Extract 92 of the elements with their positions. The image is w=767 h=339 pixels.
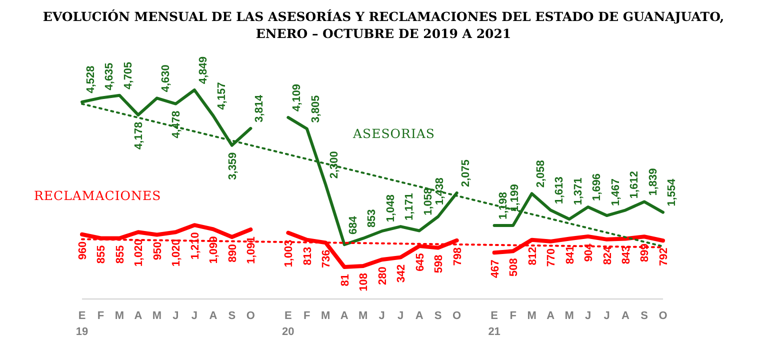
x-tick-label: J (398, 310, 404, 322)
data-label: 108 (358, 273, 370, 292)
data-label: 3,359 (226, 152, 239, 180)
data-label: 1,091 (246, 236, 258, 264)
data-label: 904 (583, 242, 596, 262)
x-tick-label: S (228, 310, 236, 322)
x-tick-label: A (415, 310, 424, 322)
x-tick-label: J (172, 310, 179, 322)
data-label: 508 (508, 258, 520, 277)
data-label: 813 (302, 246, 314, 266)
data-label: 4,635 (104, 62, 116, 90)
data-label: 1,099 (208, 236, 220, 264)
data-label: 812 (526, 246, 539, 266)
x-tick-label: E (490, 310, 498, 322)
chart-title: EVOLUCIÓN MENSUAL DE LAS ASESORÍAS Y RECLAMACIONES DEL ESTADO DE GUANAJUATO, ENERO – OCTUBRE DE 2019 A 2021 (42, 8, 726, 42)
text: ASESORIAS (353, 126, 435, 141)
data-label: 2,075 (460, 159, 472, 187)
data-label: 280 (376, 266, 389, 285)
x-tick-label: S (434, 310, 442, 322)
text: 21 (488, 326, 500, 338)
data-label: 1,058 (422, 188, 434, 216)
x-tick-label: A (209, 310, 218, 322)
data-label: 841 (564, 246, 576, 264)
x-tick-label: J (584, 310, 592, 322)
x-tick-label: E (284, 310, 292, 322)
data-label: 792 (658, 248, 670, 266)
x-tick-label: J (604, 310, 610, 322)
x-tick-label: A (134, 310, 142, 322)
x-tick-label: M (564, 310, 574, 322)
data-label: 1,554 (666, 178, 678, 206)
data-label: 855 (114, 245, 126, 264)
x-tick-label: M (152, 310, 162, 322)
data-label: 853 (366, 209, 378, 228)
data-label: 1,839 (647, 168, 660, 196)
x-tick-label: M (527, 310, 536, 322)
data-label: 736 (320, 250, 333, 268)
x-tick-label: M (114, 310, 124, 322)
data-label: 1,199 (509, 184, 522, 212)
data-label: 1,467 (610, 178, 622, 206)
x-tick-label: S (640, 310, 648, 322)
data-label: 4,528 (85, 66, 97, 94)
x-tick-label: A (622, 310, 630, 322)
x-tick-label: F (97, 310, 104, 322)
x-tick-label: J (191, 310, 198, 322)
text: 19 (76, 326, 88, 338)
data-label: 2,058 (534, 160, 547, 188)
data-label: 4,109 (291, 84, 304, 112)
data-label: 2,300 (328, 151, 341, 179)
data-label: 4,157 (216, 82, 228, 110)
data-label: 798 (452, 247, 464, 266)
data-label: 1,613 (554, 176, 566, 204)
x-tick-label: F (510, 310, 517, 322)
data-label: 4,705 (122, 62, 134, 90)
data-label: 1,696 (591, 174, 604, 202)
data-label: 855 (96, 245, 108, 264)
data-label: 3,814 (254, 94, 266, 122)
x-tick-label: O (246, 310, 256, 322)
data-label: 890 (226, 244, 239, 262)
data-label: 770 (546, 248, 558, 267)
text: RECLAMACIONES (34, 188, 162, 203)
data-label: 1,438 (434, 178, 446, 206)
data-label: 1,048 (384, 194, 397, 222)
data-label: 4,630 (160, 64, 172, 92)
data-label: 1,371 (572, 178, 584, 206)
text: 20 (282, 326, 294, 338)
x-tick-label: A (546, 310, 555, 322)
data-label: 645 (414, 253, 426, 272)
data-label: 81 (339, 274, 352, 286)
data-label: 1,003 (283, 240, 296, 268)
data-label: 342 (396, 264, 408, 283)
x-tick-label: A (340, 310, 348, 322)
data-label: 960 (77, 241, 89, 260)
data-label: 1,198 (497, 192, 510, 220)
x-tick-label: O (658, 310, 668, 322)
data-label: 4,478 (170, 110, 183, 138)
x-tick-label: J (378, 310, 385, 322)
x-tick-label: M (358, 310, 368, 322)
data-label: 467 (489, 260, 502, 278)
data-label: 598 (433, 254, 446, 274)
data-label: 1,612 (628, 171, 641, 199)
data-label: 950 (152, 242, 164, 260)
data-label: 824 (602, 246, 614, 265)
x-tick-label: M (321, 310, 330, 322)
x-tick-label: O (452, 310, 462, 322)
x-tick-label: F (304, 310, 311, 322)
data-label: 1,171 (404, 193, 416, 221)
x-tick-label: E (78, 310, 86, 322)
data-label: 1,020 (133, 239, 146, 267)
data-label: 684 (347, 215, 360, 234)
data-label: 4,849 (197, 56, 210, 84)
data-label: 3,805 (310, 95, 322, 123)
data-label: 4,178 (133, 122, 146, 150)
